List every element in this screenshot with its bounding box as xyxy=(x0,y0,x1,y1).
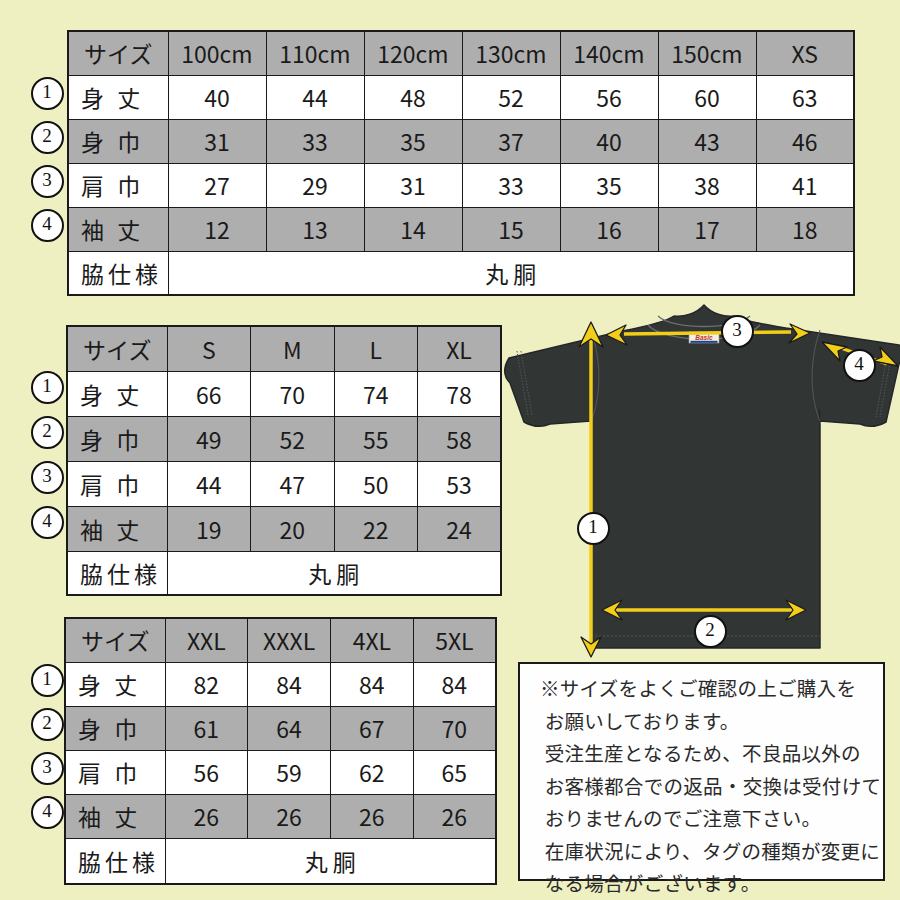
svg-text:Basic: Basic xyxy=(695,334,713,341)
